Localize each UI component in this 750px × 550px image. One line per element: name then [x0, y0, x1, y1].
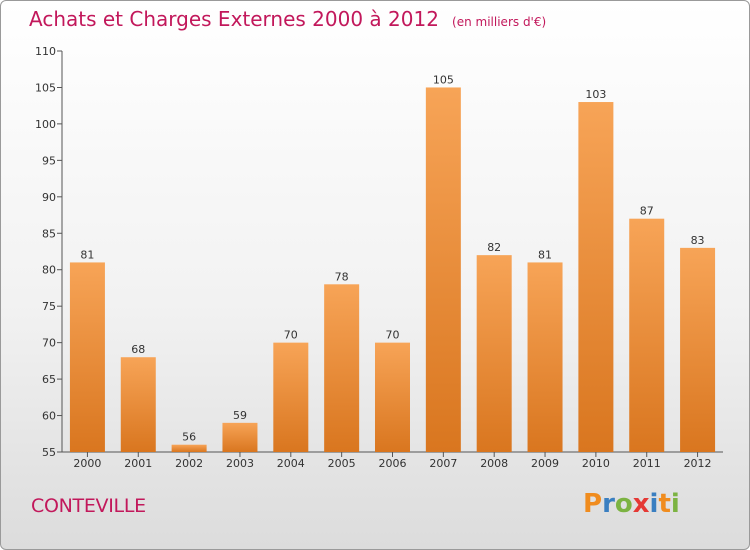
title-text: Achats et Charges Externes 2000 à 2012 [29, 7, 439, 31]
y-tick-label: 70 [42, 337, 56, 350]
x-tick-label: 2012 [684, 457, 712, 470]
bar [578, 102, 614, 452]
bar [324, 284, 360, 452]
bars [69, 87, 716, 453]
logo-letter: o [614, 489, 633, 519]
axes: 55 60 65 70 75 80 85 90 95 100 105 110 [35, 45, 723, 459]
x-tick-label: 2007 [429, 457, 457, 470]
bar [69, 262, 105, 452]
x-tick-label: 2009 [531, 457, 559, 470]
x-tick-label: 2005 [328, 457, 356, 470]
y-tick-label: 110 [35, 45, 56, 58]
data-label: 87 [640, 205, 654, 218]
data-label: 81 [538, 248, 552, 261]
logo-letter: t [658, 489, 671, 519]
x-tick-label: 2010 [582, 457, 610, 470]
y-tick-label: 95 [42, 154, 56, 167]
data-label: 103 [585, 88, 606, 101]
y-tick-label: 55 [42, 446, 56, 459]
y-tick-label: 65 [42, 373, 56, 386]
bar [680, 247, 716, 452]
labels: 2000 81 2001 68 2002 56 2003 59 2004 70 2005 78 2006… [73, 73, 711, 470]
commune-name: CONTEVILLE [31, 495, 146, 517]
data-label: 59 [233, 409, 247, 422]
y-tick-label: 90 [42, 191, 56, 204]
data-label: 56 [182, 431, 196, 444]
x-tick-label: 2002 [175, 457, 203, 470]
bar [476, 255, 512, 452]
x-tick-label: 2000 [73, 457, 101, 470]
bar [171, 444, 207, 452]
bar [375, 342, 410, 452]
data-label: 68 [131, 343, 145, 356]
x-tick-label: 2008 [480, 457, 508, 470]
chart-title: Achats et Charges Externes 2000 à 2012 (… [29, 7, 546, 31]
logo-letter: x [632, 489, 650, 519]
bar [629, 218, 665, 452]
y-tick-label: 60 [42, 410, 56, 423]
data-label: 83 [691, 234, 705, 247]
logo-letter: P [583, 489, 603, 519]
data-label: 78 [335, 270, 349, 283]
x-tick-label: 2004 [277, 457, 305, 470]
bar [273, 342, 309, 452]
unit-note: (en milliers d'€) [452, 15, 547, 29]
proxiti-logo[interactable]: Proxiti [583, 489, 680, 519]
y-tick-label: 85 [42, 227, 56, 240]
x-tick-label: 2001 [124, 457, 152, 470]
bar [120, 357, 156, 452]
logo-letter: r [602, 489, 615, 519]
x-tick-label: 2011 [633, 457, 661, 470]
y-tick-label: 75 [42, 300, 56, 313]
x-tick-label: 2003 [226, 457, 254, 470]
data-label: 105 [433, 73, 454, 86]
bar [527, 262, 563, 452]
data-label: 70 [284, 329, 298, 342]
data-label: 70 [386, 329, 400, 342]
logo-letter: i [649, 489, 659, 519]
bar [425, 87, 461, 453]
bar [222, 422, 258, 452]
data-label: 81 [80, 248, 94, 261]
y-tick-label: 100 [35, 118, 56, 131]
logo-letter: i [670, 489, 680, 519]
x-tick-label: 2006 [379, 457, 407, 470]
y-tick-label: 105 [35, 81, 56, 94]
y-tick-label: 80 [42, 264, 56, 277]
data-label: 82 [487, 241, 501, 254]
